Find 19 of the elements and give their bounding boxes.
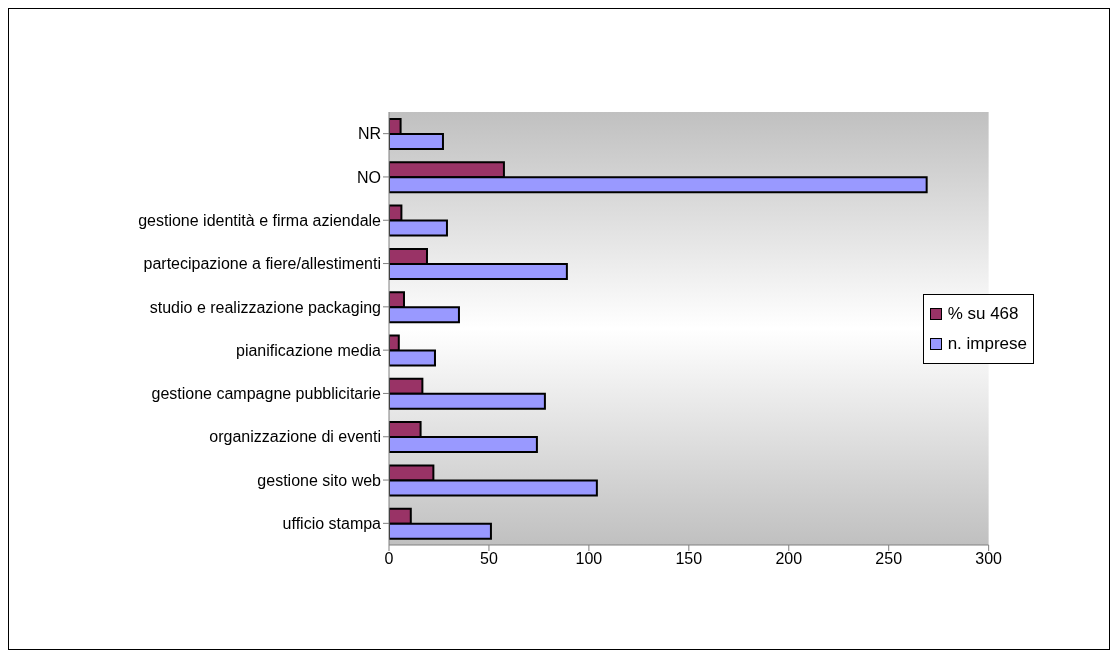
y-tick-label: gestione campagne pubblicitarie bbox=[151, 385, 382, 403]
y-tick-label: partecipazione a fiere/allestimenti bbox=[143, 255, 381, 273]
y-tick-label: ufficio stampa bbox=[282, 515, 382, 533]
y-tick-label: NO bbox=[357, 168, 381, 186]
x-tick-label: 250 bbox=[875, 550, 903, 568]
x-tick-label: 100 bbox=[575, 550, 603, 568]
x-tick-label: 300 bbox=[975, 550, 1003, 568]
x-tick-label: 200 bbox=[775, 550, 803, 568]
y-tick-label: NR bbox=[357, 125, 381, 143]
x-tick-label: 0 bbox=[384, 550, 394, 568]
legend-label: % su 468 bbox=[947, 303, 1019, 325]
y-tick-label: pianificazione media bbox=[236, 341, 382, 359]
y-tick-label: gestione identità e firma aziendale bbox=[138, 211, 382, 229]
y-tick-label: gestione sito web bbox=[257, 471, 382, 489]
x-tick-label: 50 bbox=[480, 550, 498, 568]
y-tick-label: studio e realizzazione packaging bbox=[149, 298, 381, 316]
y-tick-label: organizzazione di eventi bbox=[209, 428, 381, 446]
legend-label: n. imprese bbox=[947, 333, 1027, 355]
x-tick-label: 150 bbox=[675, 550, 703, 568]
